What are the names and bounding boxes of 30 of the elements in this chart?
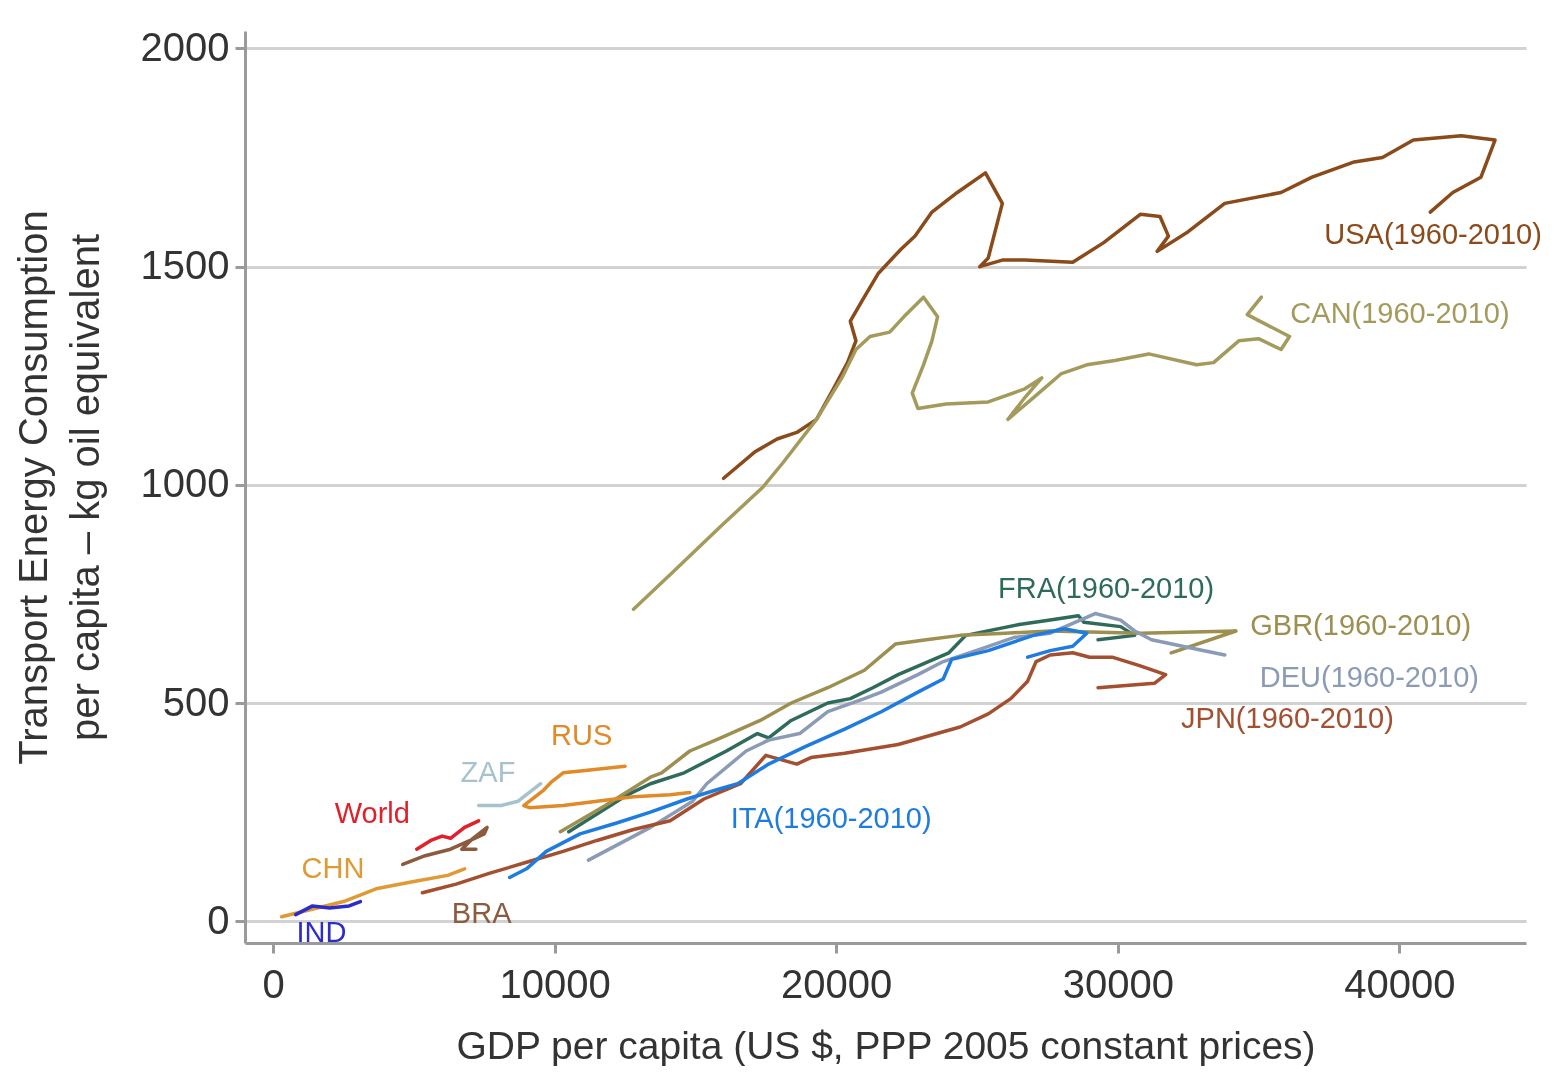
y-axis-title: Transport Energy Consumption per capita – kg oil equivalent	[10, 210, 107, 765]
line-series	[414, 819, 481, 851]
series-label: ITA(1960-2010)	[730, 802, 932, 835]
series-label: DEU(1960-2010)	[1259, 661, 1479, 693]
line-series	[400, 825, 489, 867]
series-label: IND	[296, 915, 347, 948]
series-label: BRA	[451, 897, 513, 930]
series-label: FRA(1960-2010)	[998, 571, 1215, 604]
x-tick-label: 30000	[1062, 961, 1174, 1006]
series-label: USA(1960-2010)	[1324, 218, 1542, 251]
series-label: World	[334, 796, 410, 829]
series-label: RUS	[551, 719, 613, 752]
line-series	[420, 651, 1168, 895]
y-tick-label: 1000	[140, 461, 230, 506]
series-label: GBR(1960-2010)	[1250, 608, 1472, 641]
series-label: ZAF	[460, 755, 516, 788]
y-tick-label: 2000	[140, 24, 230, 69]
line-series	[293, 899, 363, 917]
y-tick-label: 1500	[140, 243, 230, 288]
x-tick-label: 0	[262, 961, 285, 1006]
line-series	[521, 764, 692, 810]
x-tick-label: 20000	[781, 961, 893, 1006]
series-label: CAN(1960-2010)	[1290, 297, 1510, 330]
y-tick-label: 0	[207, 897, 230, 942]
series-label: JPN(1960-2010)	[1181, 701, 1394, 734]
series-label: CHN	[301, 851, 365, 884]
y-tick-label: 500	[162, 679, 230, 724]
line-series	[631, 295, 1292, 611]
x-tick-label: 10000	[499, 961, 611, 1006]
x-tick-label: 40000	[1344, 961, 1456, 1006]
